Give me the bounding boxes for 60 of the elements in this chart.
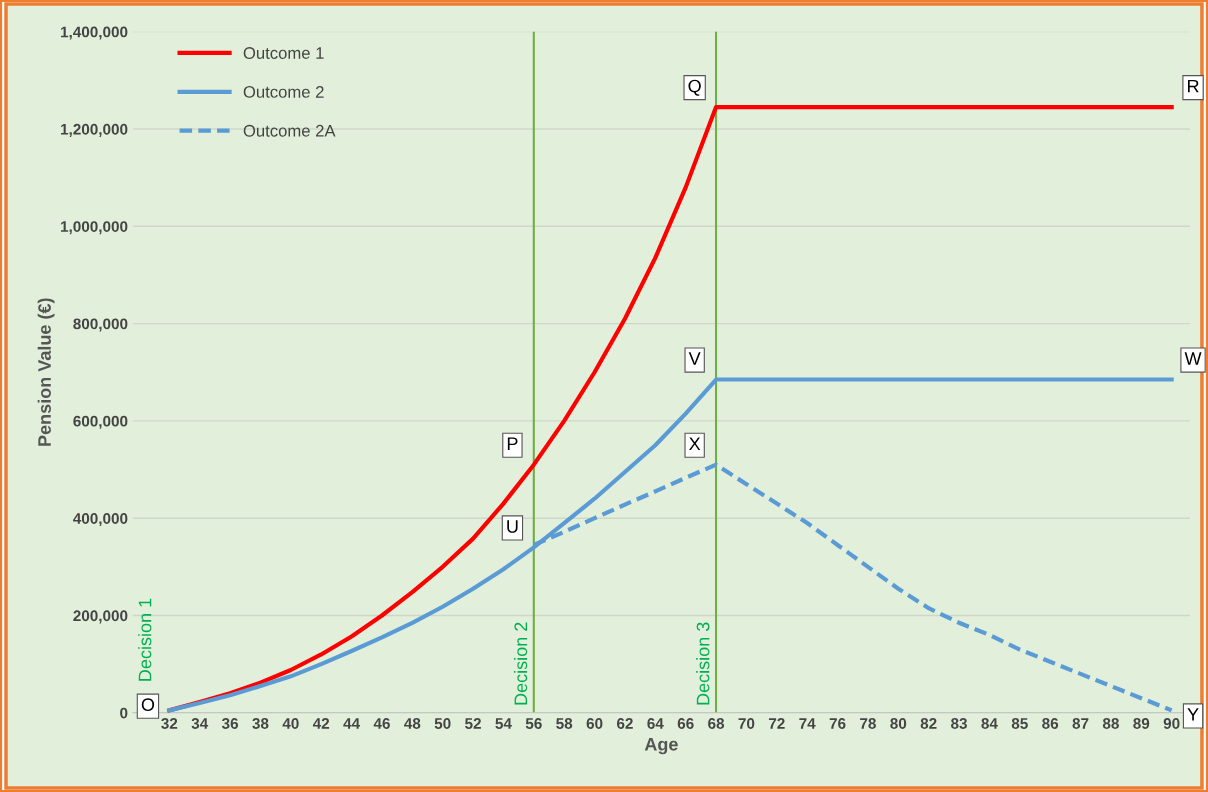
legend-label: Outcome 1: [243, 47, 324, 59]
y-tick-label: 600,000: [73, 415, 128, 429]
y-tick-label: 0: [120, 707, 128, 719]
x-tick-label: 40: [282, 718, 299, 729]
x-tick-label: 74: [799, 718, 816, 729]
annotation: P: [507, 437, 518, 450]
x-tick-label: 66: [677, 718, 694, 729]
y-tick-label: 1,400,000: [61, 26, 128, 40]
x-tick-label: 60: [586, 718, 603, 729]
y-tick-label: 800,000: [73, 318, 128, 332]
x-tick-label: 82: [920, 718, 937, 729]
x-tick-label: 68: [708, 718, 725, 729]
x-tick-label: 78: [860, 718, 876, 729]
annotation: W: [1184, 352, 1202, 365]
annotation: X: [689, 437, 701, 450]
x-tick-label: 83: [951, 718, 967, 729]
x-tick-label: 80: [890, 718, 907, 729]
x-axis-title: Age: [644, 738, 678, 755]
x-tick-label: 84: [981, 718, 998, 729]
x-tick-label: 89: [1133, 718, 1150, 729]
x-tick-label: 50: [434, 718, 451, 729]
x-tick-label: 90: [1163, 718, 1180, 729]
annotation: Y: [1187, 708, 1199, 721]
annotation: O: [141, 698, 155, 712]
x-tick-label: 48: [404, 718, 421, 729]
x-tick-label: 38: [252, 718, 269, 729]
annotation: Decision 1: [138, 598, 152, 681]
annotation: R: [1188, 79, 1199, 93]
legend-label: Outcome 2A: [243, 124, 336, 137]
x-tick-label: 85: [1011, 718, 1028, 729]
y-tick-label: 1,200,000: [61, 123, 128, 137]
x-tick-label: 86: [1042, 718, 1059, 729]
legend-label: Outcome 2: [243, 85, 324, 98]
x-tick-label: 36: [221, 718, 239, 729]
x-tick-label: 58: [556, 718, 573, 729]
ref-line-label: Decision 2: [513, 622, 528, 705]
x-tick-label: 62: [616, 718, 633, 729]
x-tick-label: 87: [1072, 718, 1089, 729]
x-tick-label: 76: [829, 718, 846, 729]
x-tick-label: 64: [647, 718, 664, 729]
x-tick-label: 70: [738, 718, 755, 729]
y-axis-title: Pension Value (€): [37, 298, 55, 446]
line-series: [167, 377, 1174, 713]
y-tick-label: 200,000: [73, 610, 128, 624]
x-tick-label: 32: [161, 718, 178, 729]
x-tick-label: 54: [495, 718, 512, 729]
x-tick-label: 88: [1102, 718, 1119, 729]
x-tick-label: 46: [373, 718, 390, 729]
annotation: U: [507, 520, 518, 533]
x-tick-label: 34: [191, 718, 209, 729]
y-tick-label: 1,000,000: [61, 221, 128, 235]
annotation: Q: [688, 79, 701, 96]
x-tick-label: 44: [343, 718, 360, 729]
y-tick-label: 400,000: [73, 513, 128, 527]
x-tick-label: 52: [465, 718, 481, 729]
ref-line-label: Decision 3: [696, 622, 710, 705]
annotation: V: [688, 352, 701, 365]
x-tick-label: 42: [312, 718, 330, 729]
x-tick-label: 72: [768, 718, 785, 729]
x-tick-label: 56: [525, 718, 542, 729]
